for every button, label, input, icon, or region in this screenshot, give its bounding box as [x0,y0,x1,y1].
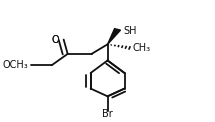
Text: SH: SH [124,26,137,36]
Text: Br: Br [102,109,113,119]
Text: O: O [52,35,59,45]
Polygon shape [108,29,120,44]
Text: CH₃: CH₃ [132,43,151,53]
Text: O: O [52,35,59,45]
Text: OCH₃: OCH₃ [3,60,29,70]
